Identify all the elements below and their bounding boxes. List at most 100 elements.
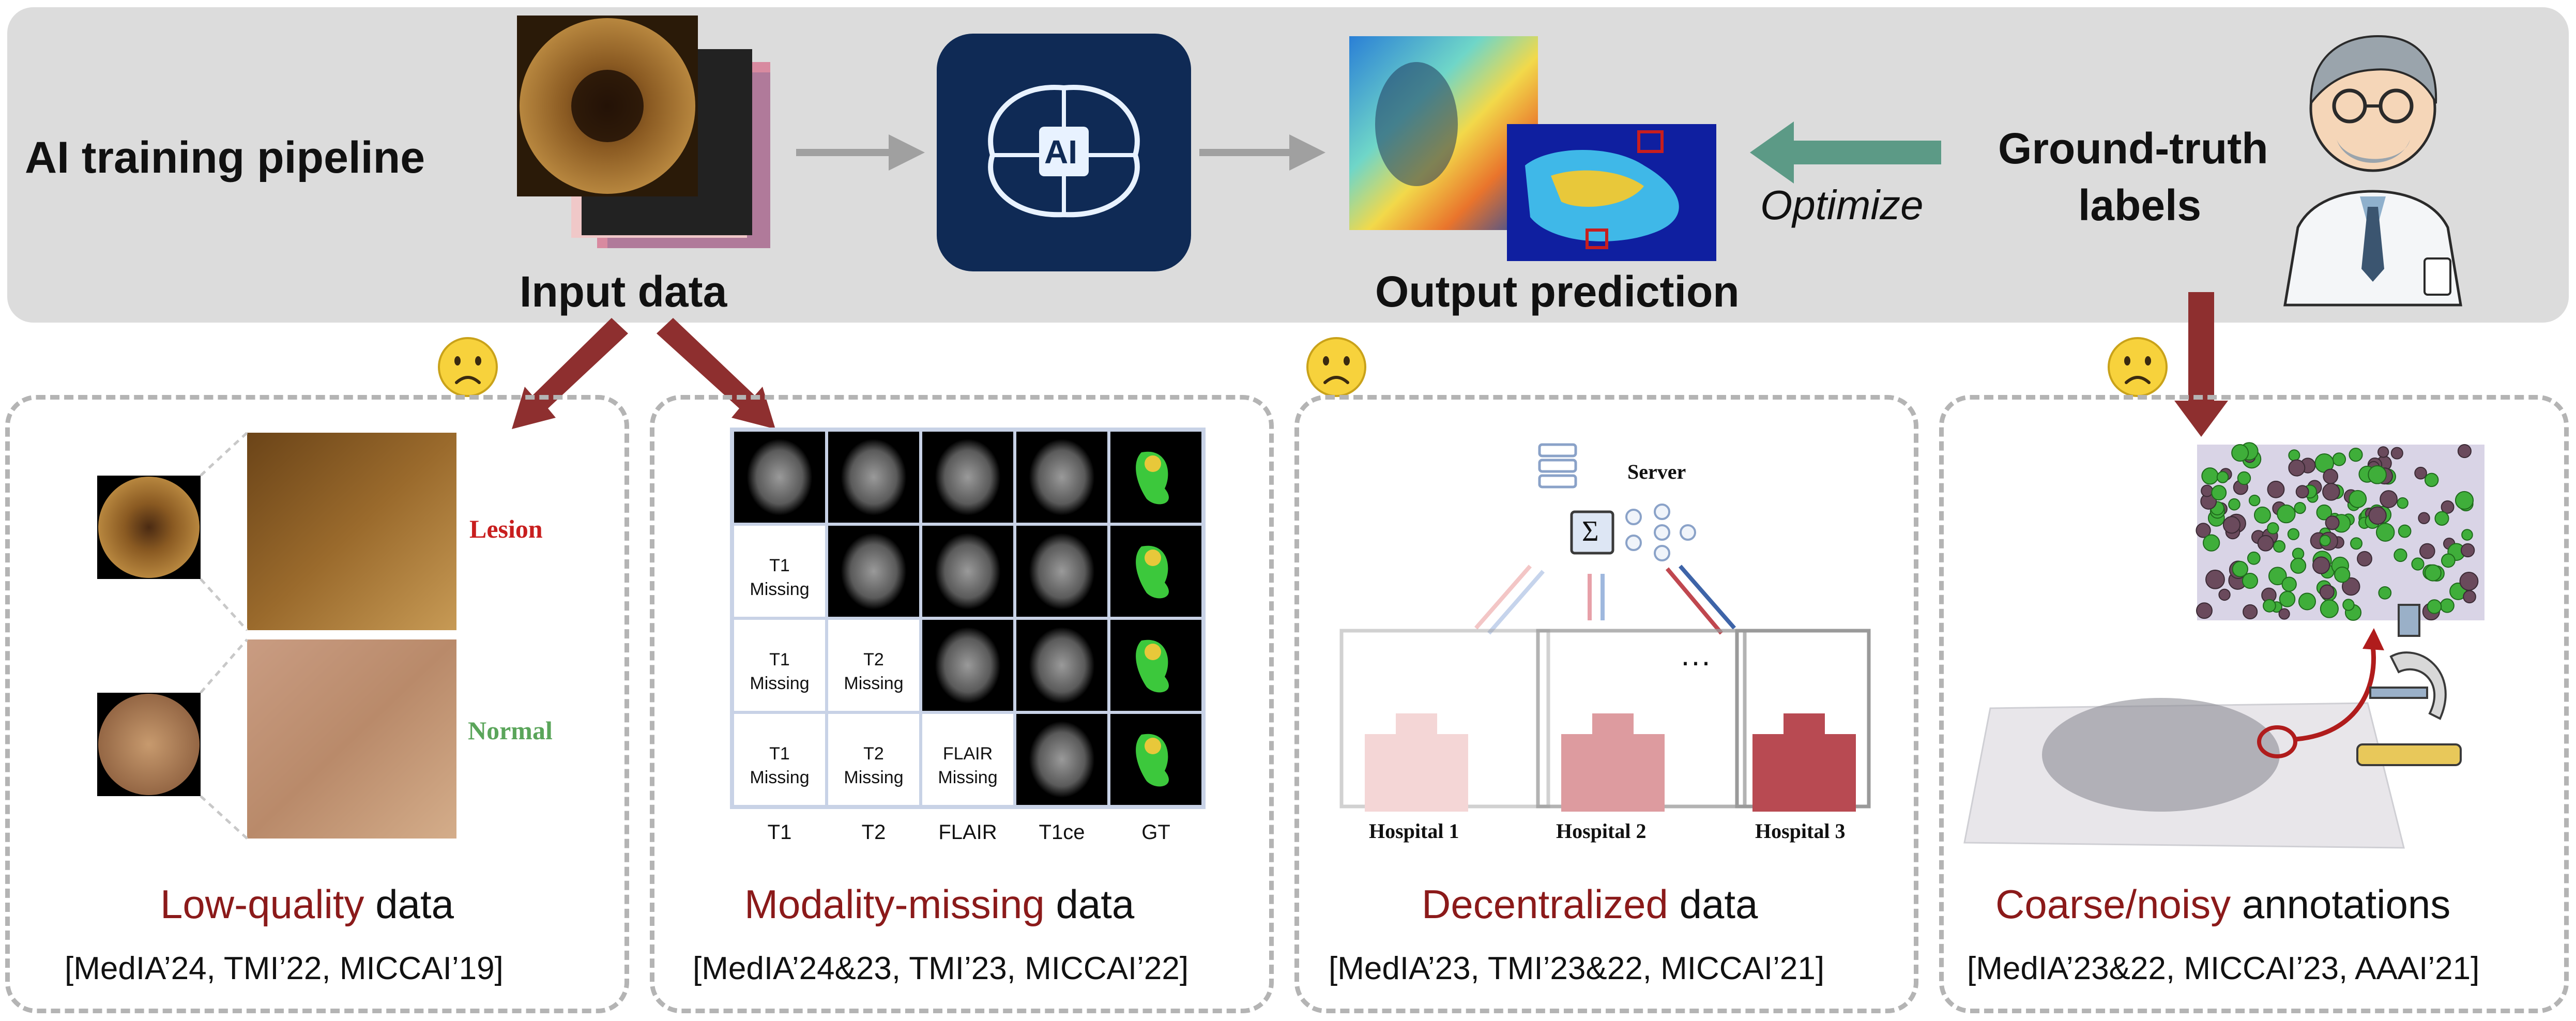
nucleus xyxy=(2349,490,2367,508)
nucleus xyxy=(2418,512,2430,524)
missing-modality-text: FLAIR Missing xyxy=(938,744,998,787)
lesion-label: Lesion xyxy=(469,514,543,543)
panel-1-title-highlight: Low-quality xyxy=(160,881,364,927)
nucleus xyxy=(2242,572,2259,589)
nucleus xyxy=(2377,446,2389,458)
missing-modality-text: T2 Missing xyxy=(844,744,904,787)
panel-4-title: Coarse/noisy annotations xyxy=(1995,884,2450,924)
nucleus xyxy=(2228,498,2240,511)
nucleus xyxy=(2350,537,2363,550)
brain-slice xyxy=(935,533,1001,609)
nucleus xyxy=(2441,553,2456,568)
nucleus xyxy=(2257,535,2274,552)
missing-modality-text: T1 Missing xyxy=(750,744,810,787)
red-arrows xyxy=(512,292,2228,437)
nucleus xyxy=(2419,543,2435,559)
brain-slice xyxy=(841,439,907,515)
nucleus xyxy=(2278,608,2290,620)
modality-column-label: T2 xyxy=(861,821,886,844)
nucleus xyxy=(2368,506,2387,525)
nucleus xyxy=(2463,590,2476,604)
panel-3-title-highlight: Decentralized xyxy=(1422,881,1668,927)
input-data-stack-icon xyxy=(517,16,770,248)
nucleus xyxy=(2378,586,2392,600)
brain-slice xyxy=(1029,721,1095,798)
nucleus xyxy=(2312,556,2330,574)
nucleus xyxy=(2411,557,2425,571)
nucleus xyxy=(2427,599,2442,614)
nucleus xyxy=(2397,497,2409,509)
gt-mask-core xyxy=(1145,644,1161,660)
hospital-3-label: Hospital 3 xyxy=(1755,819,1846,843)
nucleus xyxy=(2287,528,2300,540)
panel-modality-missing xyxy=(650,395,1274,1013)
missing-modality-cell xyxy=(734,714,825,805)
hospital-2-icon xyxy=(1536,629,1747,812)
normal-label: Normal xyxy=(468,716,553,745)
nucleus xyxy=(2281,576,2297,592)
nucleus xyxy=(2205,569,2225,589)
nucleus xyxy=(2295,485,2309,499)
nucleus xyxy=(2455,491,2474,510)
brain-slice xyxy=(935,627,1001,704)
panel-1-title-rest: data xyxy=(364,881,454,927)
nucleus xyxy=(2263,599,2276,613)
sad-face-icon xyxy=(2108,337,2168,397)
panel-coarse-annotations xyxy=(1939,395,2569,1013)
panel-4-title-rest: annotations xyxy=(2231,881,2451,927)
panel-3-title: Decentralized data xyxy=(1422,884,1758,924)
panel-decentralized xyxy=(1294,395,1918,1013)
optimize-label: Optimize xyxy=(1760,182,1924,228)
sad-face-icon xyxy=(1306,337,1366,397)
nucleus xyxy=(2368,465,2387,484)
nucleus xyxy=(2334,567,2351,583)
gt-mask-core xyxy=(1145,738,1161,754)
nucleus xyxy=(2231,444,2249,462)
server-label: Server xyxy=(1627,460,1686,483)
optimize-arrow xyxy=(1750,121,1941,184)
gt-mask-core xyxy=(1145,455,1161,472)
ai-chip-label: AI xyxy=(1044,133,1077,171)
nucleus xyxy=(2341,577,2360,596)
nucleus xyxy=(2267,522,2279,535)
nucleus xyxy=(2232,561,2249,577)
missing-modality-text: T1 Missing xyxy=(750,650,810,693)
nucleus xyxy=(2216,471,2229,483)
missing-modality-cell xyxy=(828,620,919,711)
nucleus xyxy=(2457,444,2472,459)
nucleus xyxy=(2273,540,2286,553)
nucleus xyxy=(2196,602,2213,619)
nucleus xyxy=(2218,588,2231,601)
ai-brain-chip-icon xyxy=(937,34,1191,271)
hospital-2-label: Hospital 2 xyxy=(1556,819,1647,843)
pathology-diagram xyxy=(1963,442,2484,849)
modality-column-label: T1 xyxy=(767,821,792,844)
nucleus xyxy=(2390,447,2403,460)
nucleus xyxy=(2320,599,2339,618)
nucleus xyxy=(2460,543,2475,558)
panel-low-quality xyxy=(5,395,629,1013)
panel-4-refs: [MedIA’23&22, MICCAI’23, AAAI’21] xyxy=(1967,951,2480,986)
hospital-1-label: Hospital 1 xyxy=(1369,819,1459,843)
missing-modality-cell xyxy=(828,714,919,805)
panel-3-title-rest: data xyxy=(1668,881,1758,927)
missing-modality-cell xyxy=(922,714,1013,805)
microscope-icon xyxy=(2356,604,2462,766)
nucleus xyxy=(2316,504,2333,521)
nucleus xyxy=(2394,548,2407,562)
nucleus xyxy=(2243,604,2258,620)
nucleus xyxy=(2288,459,2306,477)
brain-slice xyxy=(1029,533,1095,609)
panel-1-refs: [MedIA’24, TMI’22, MICCAI’19] xyxy=(65,951,504,986)
output-prediction-label: Output prediction xyxy=(1375,267,1740,316)
nucleus xyxy=(2319,584,2335,600)
missing-modality-text: T2 Missing xyxy=(844,650,904,693)
nucleus xyxy=(2380,490,2398,508)
nucleus xyxy=(2319,535,2331,546)
panel-3-refs: [MedIA’23, TMI’23&22, MICCAI’21] xyxy=(1329,951,1825,986)
federated-diagram xyxy=(1339,443,1871,812)
brain-slice xyxy=(746,439,813,515)
panel-2-title-highlight: Modality-missing xyxy=(744,881,1045,927)
